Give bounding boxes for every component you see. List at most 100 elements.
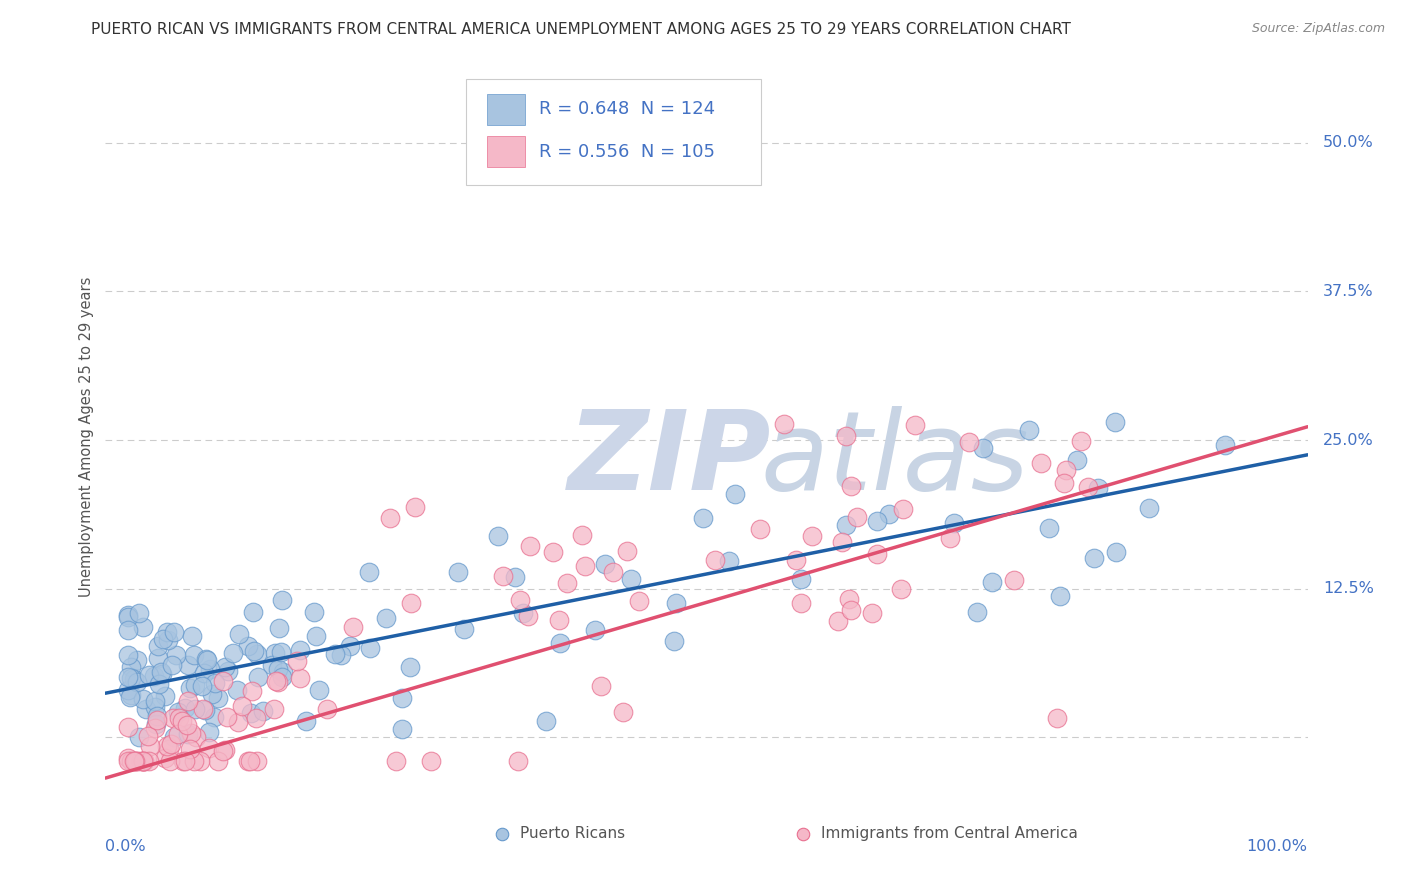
Point (198, 740, 221, 755)
Point (226, 714, 249, 729)
Point (555, 576, 578, 591)
Point (150, 666, 173, 681)
Point (453, 622, 475, 636)
Point (583, 623, 606, 637)
Point (246, 647, 269, 661)
Point (120, 688, 142, 702)
Point (399, 596, 422, 610)
Point (150, 665, 173, 680)
Point (132, 754, 155, 768)
Point (124, 754, 146, 768)
Point (228, 626, 250, 640)
Point (295, 714, 318, 728)
Point (204, 676, 226, 690)
Point (391, 722, 413, 736)
Point (866, 547, 889, 561)
Point (148, 677, 170, 691)
Text: 0.0%: 0.0% (105, 839, 146, 855)
Point (1077, 480, 1099, 494)
Point (966, 605, 988, 619)
Point (789, 596, 811, 610)
Point (662, 634, 685, 648)
Point (238, 640, 260, 654)
Point (378, 511, 401, 525)
Point (1038, 521, 1060, 535)
Point (156, 739, 179, 754)
Text: 25.0%: 25.0% (1323, 433, 1374, 448)
Point (717, 554, 740, 568)
Point (385, 754, 408, 768)
Point (198, 725, 221, 739)
Point (184, 730, 207, 744)
Point (1046, 711, 1069, 725)
Point (207, 691, 229, 706)
Text: R = 0.648  N = 124: R = 0.648 N = 124 (540, 101, 716, 119)
Point (214, 660, 236, 674)
Point (267, 674, 290, 689)
Point (505, 570, 527, 584)
Point (177, 694, 200, 708)
Point (131, 754, 153, 768)
Point (138, 754, 160, 768)
Point (269, 621, 291, 635)
Point (117, 751, 139, 765)
Point (1018, 423, 1040, 437)
Point (879, 507, 901, 521)
Point (194, 703, 217, 717)
Point (308, 683, 330, 698)
Point (165, 648, 187, 662)
Point (167, 711, 190, 725)
Point (845, 509, 868, 524)
Point (263, 702, 285, 716)
Point (121, 671, 143, 685)
Point (202, 709, 225, 723)
Point (132, 691, 155, 706)
Point (866, 515, 889, 529)
Point (512, 606, 534, 620)
Point (146, 650, 169, 665)
Point (243, 644, 266, 658)
Point (972, 441, 994, 455)
Y-axis label: Unemployment Among Ages 25 to 29 years: Unemployment Among Ages 25 to 29 years (79, 277, 94, 598)
Point (212, 674, 235, 689)
Point (665, 596, 688, 610)
Point (534, 714, 557, 729)
Point (146, 709, 169, 723)
Point (231, 698, 253, 713)
Text: Puerto Ricans: Puerto Ricans (520, 826, 626, 841)
Point (134, 754, 156, 768)
Point (316, 701, 339, 715)
Point (176, 717, 198, 731)
Point (239, 754, 262, 768)
Point (193, 665, 215, 680)
Point (1004, 573, 1026, 587)
Point (399, 660, 422, 674)
Point (342, 619, 364, 633)
Point (156, 632, 179, 647)
Point (122, 754, 145, 768)
Point (264, 674, 287, 689)
Point (359, 641, 381, 656)
Point (1070, 434, 1092, 448)
Text: 100.0%: 100.0% (1247, 839, 1308, 855)
Point (120, 754, 142, 768)
Point (146, 713, 169, 727)
Point (160, 658, 183, 673)
Point (486, 528, 509, 542)
Point (290, 671, 312, 685)
Point (724, 486, 747, 500)
Point (207, 754, 229, 768)
Point (195, 652, 218, 666)
Point (125, 754, 148, 768)
Point (835, 518, 858, 533)
Point (117, 683, 139, 698)
Point (129, 754, 152, 768)
Point (595, 557, 617, 571)
Point (404, 500, 426, 515)
Point (117, 610, 139, 624)
Point (157, 741, 180, 756)
Point (236, 754, 259, 768)
Point (162, 711, 184, 725)
Point (191, 702, 214, 716)
Point (571, 528, 593, 542)
